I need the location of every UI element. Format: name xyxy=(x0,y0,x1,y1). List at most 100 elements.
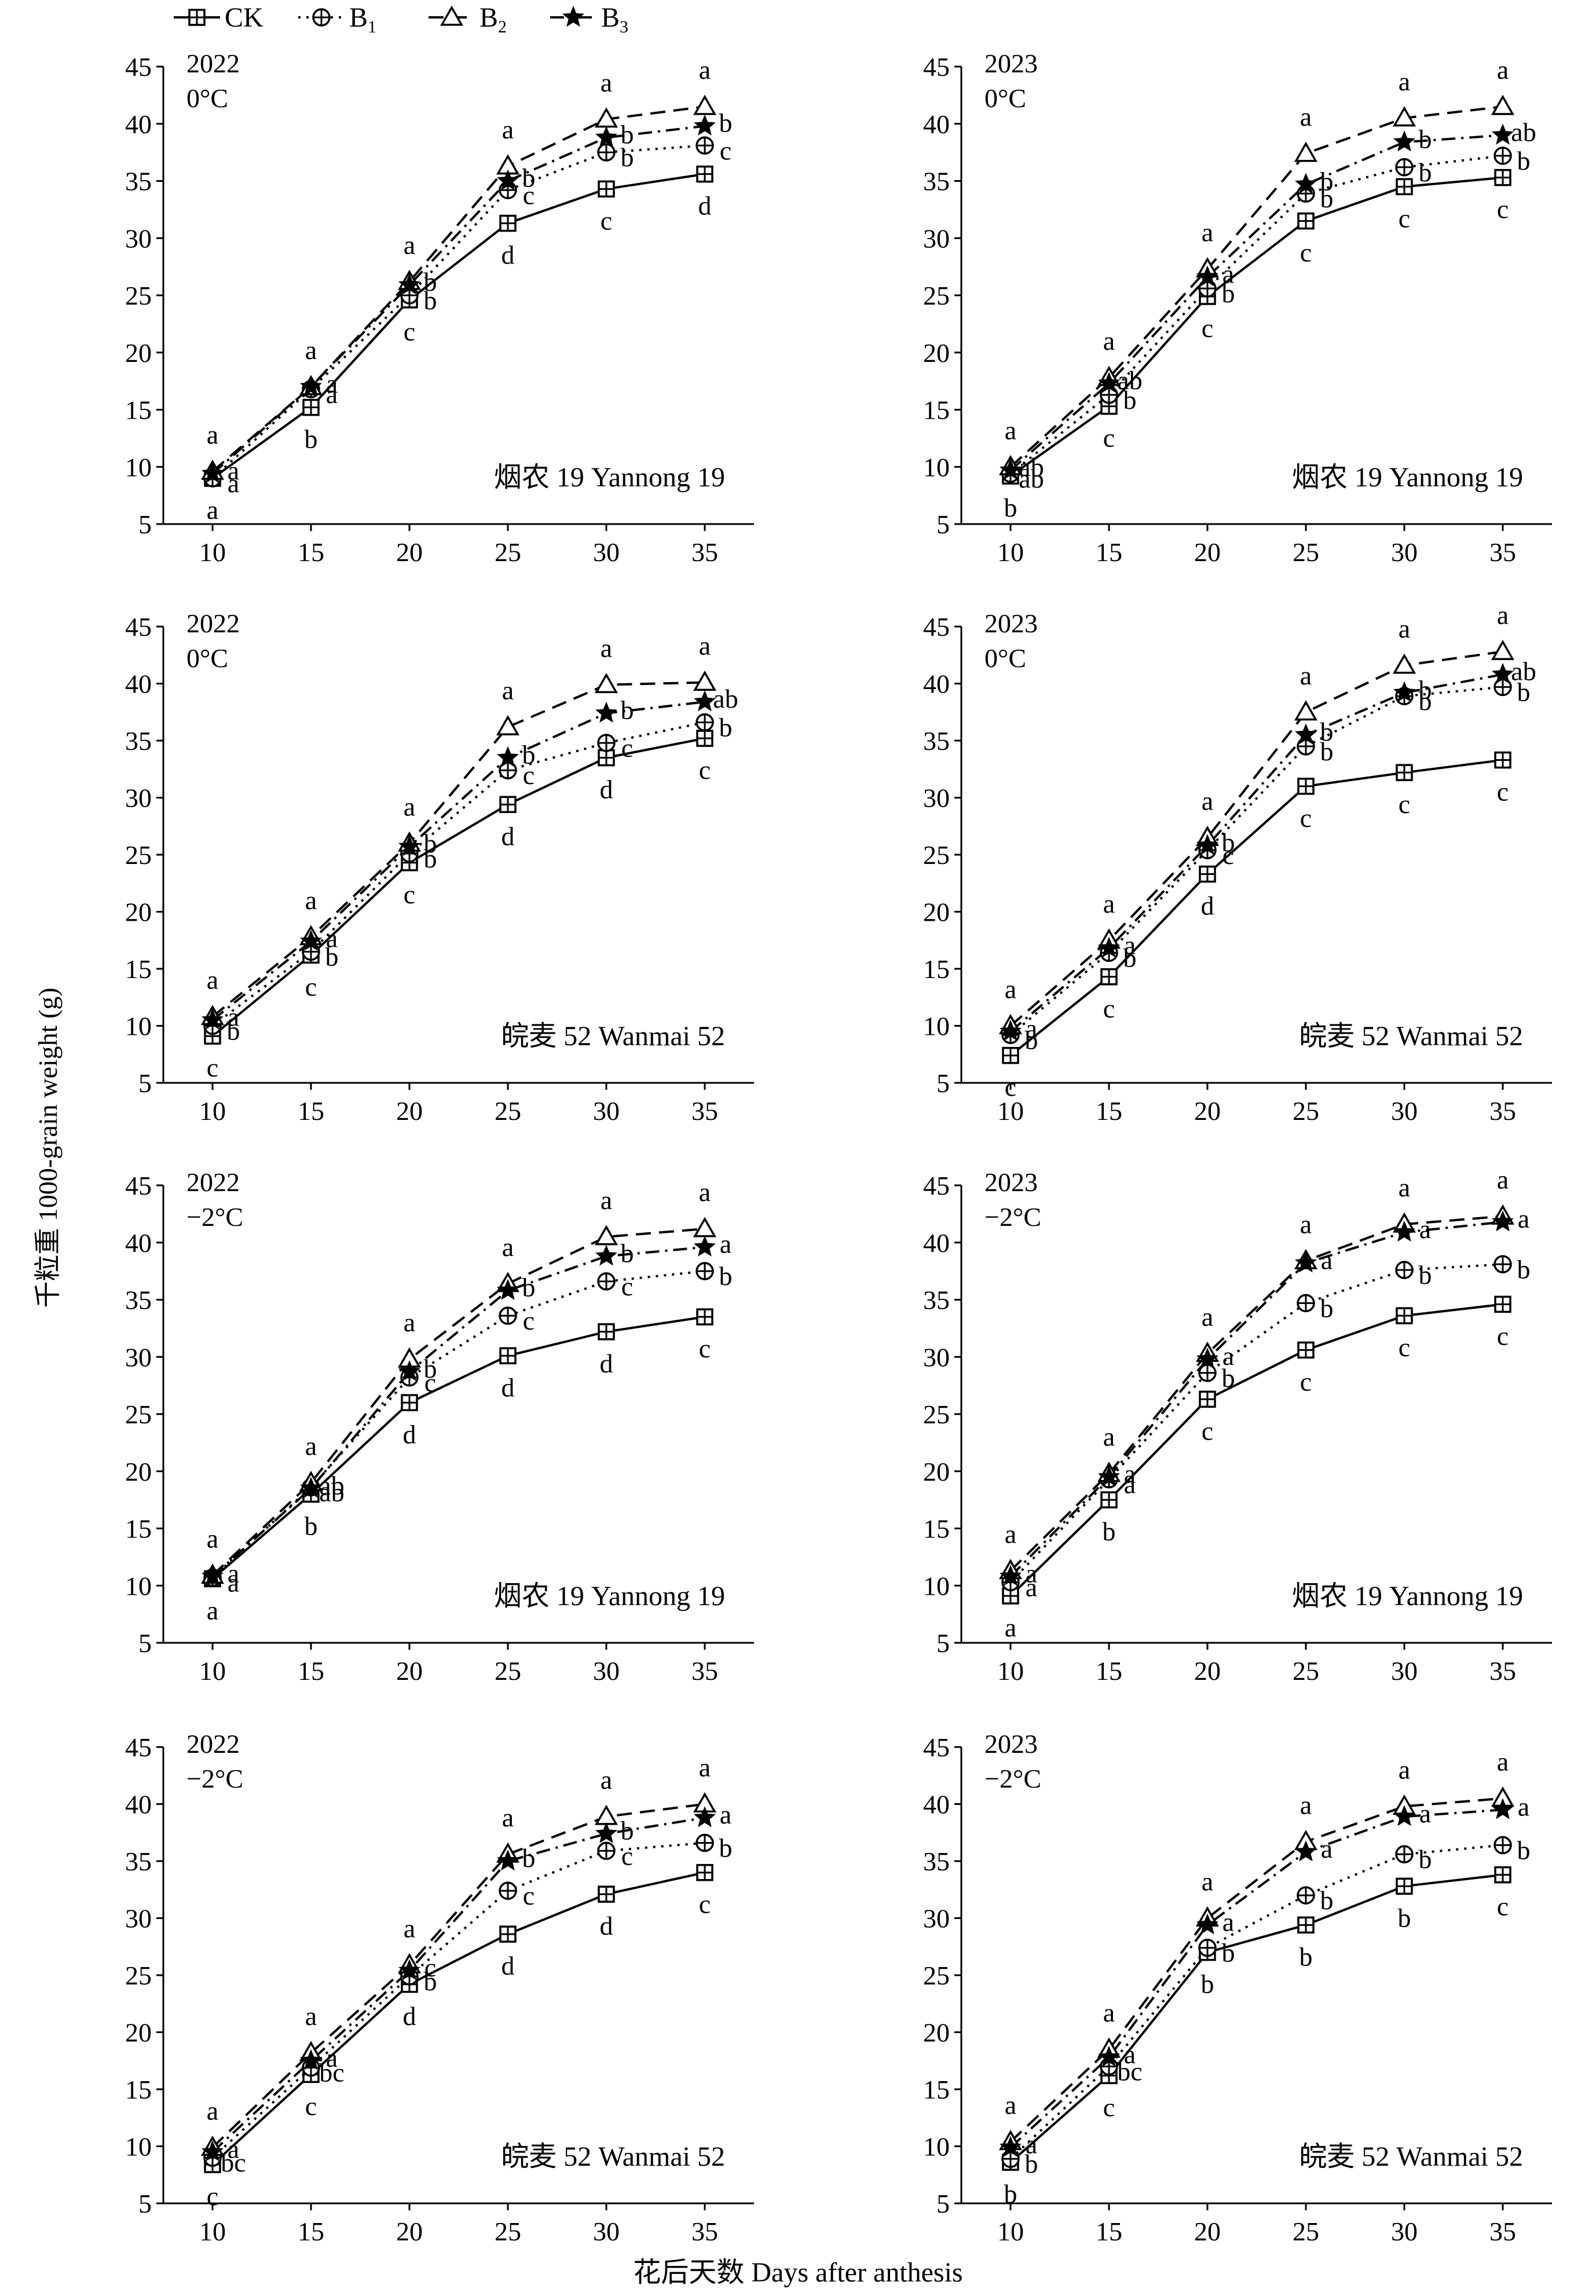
point-ck xyxy=(499,1347,517,1365)
x-tick-label: 25 xyxy=(1293,537,1319,567)
significance-letter: a xyxy=(404,792,415,821)
significance-letter: b xyxy=(1320,737,1334,766)
significance-letter: b xyxy=(1517,1835,1531,1865)
point-b3 xyxy=(1098,372,1120,393)
series-line-ck xyxy=(1009,759,1503,1057)
significance-letter: d xyxy=(502,821,515,851)
legend-item-2: B2 xyxy=(429,2,507,36)
series-line-ck xyxy=(1009,176,1503,477)
point-b2 xyxy=(693,671,717,691)
panel-year: 2023 xyxy=(984,1167,1038,1197)
significance-letter: a xyxy=(601,1185,612,1215)
significance-letter: a xyxy=(207,1524,218,1553)
point-b3 xyxy=(497,169,519,191)
legend-item-1: B1 xyxy=(298,2,376,36)
y-tick-label: 5 xyxy=(138,1068,152,1098)
x-tick-label: 30 xyxy=(1391,2217,1418,2246)
series-line-b1 xyxy=(1009,155,1503,475)
y-tick-label: 25 xyxy=(125,1400,152,1429)
panel-temperature: −2°C xyxy=(186,1764,243,1793)
y-tick-label: 40 xyxy=(125,1790,152,1819)
significance-letter: a xyxy=(305,885,317,915)
significance-letter: b xyxy=(1320,166,1334,196)
significance-letter: bc xyxy=(221,2148,246,2177)
y-tick-label: 10 xyxy=(125,1571,152,1601)
series-line-b3 xyxy=(1009,1808,1503,2148)
x-tick-label: 10 xyxy=(199,2217,226,2246)
point-b1 xyxy=(695,1833,714,1852)
point-ck xyxy=(499,1925,517,1943)
series-line-b3 xyxy=(211,124,705,475)
significance-letter: b xyxy=(305,424,318,454)
point-b3 xyxy=(398,835,420,856)
legend-triangle-marker xyxy=(440,5,464,26)
y-tick-label: 35 xyxy=(125,1847,152,1876)
point-b1 xyxy=(1395,158,1414,177)
significance-letter: c xyxy=(1202,1416,1213,1445)
significance-letter: b xyxy=(1320,1293,1334,1323)
significance-letter: b xyxy=(719,712,733,742)
x-tick-label: 20 xyxy=(1194,1096,1221,1126)
significance-letter: a xyxy=(1497,1165,1509,1194)
x-tick-label: 20 xyxy=(1194,2217,1221,2246)
x-tick-label: 25 xyxy=(495,1656,521,1686)
point-b3 xyxy=(1295,1251,1317,1273)
significance-letter: d xyxy=(502,1372,515,1402)
series-line-b1 xyxy=(1009,1263,1503,1583)
significance-letter: b xyxy=(621,1816,634,1845)
significance-letter: b xyxy=(522,1273,536,1302)
significance-letter: b xyxy=(424,829,437,858)
legend: CK B1 B2 B3 xyxy=(174,2,628,36)
significance-letter: a xyxy=(1419,1799,1431,1828)
point-ck xyxy=(696,730,713,747)
significance-letter: a xyxy=(1124,1459,1136,1489)
y-tick-label: 35 xyxy=(923,167,950,196)
x-tick-label: 15 xyxy=(1096,1656,1122,1686)
significance-letter: b xyxy=(1419,1260,1432,1290)
x-tick-label: 10 xyxy=(199,537,226,567)
significance-letter: ab xyxy=(1511,118,1536,147)
y-tick-label: 45 xyxy=(923,1171,950,1200)
series-line-b2 xyxy=(1009,1797,1503,2143)
panel-year: 2022 xyxy=(186,1729,240,1759)
point-ck xyxy=(499,214,517,232)
significance-letter: a xyxy=(228,2134,239,2163)
panel-cultivar: 皖麦 52 Wanmai 52 xyxy=(1299,1021,1523,1052)
significance-letter: a xyxy=(1300,1209,1312,1239)
point-b1 xyxy=(1395,1261,1414,1279)
x-tick-label: 20 xyxy=(396,1096,423,1126)
significance-letter: b xyxy=(424,844,437,873)
x-tick-label: 30 xyxy=(1391,1096,1418,1126)
point-b2 xyxy=(693,1217,717,1237)
significance-letter: a xyxy=(502,115,514,144)
significance-letter: c xyxy=(1300,803,1312,833)
series-line-b2 xyxy=(1009,650,1503,1027)
significance-letter: c xyxy=(1497,195,1509,224)
significance-letter: a xyxy=(1103,1998,1115,2027)
y-tick-label: 30 xyxy=(923,224,950,253)
significance-letter: b xyxy=(1004,493,1017,522)
significance-letter: d xyxy=(502,1951,515,1980)
point-b3 xyxy=(1196,834,1218,855)
point-b3 xyxy=(1098,936,1120,958)
legend-star-marker xyxy=(562,6,584,27)
point-b2 xyxy=(594,1804,618,1825)
significance-letter: a xyxy=(1103,326,1115,356)
legend-circle-marker xyxy=(312,8,331,27)
significance-letter: b xyxy=(621,119,634,149)
panel-temperature: 0°C xyxy=(984,83,1026,113)
significance-letter: a xyxy=(502,1232,514,1262)
x-tick-label: 25 xyxy=(495,2217,521,2246)
significance-letter: a xyxy=(1103,889,1115,918)
x-tick-label: 25 xyxy=(495,537,521,567)
significance-letter: b xyxy=(1419,1844,1432,1874)
point-b3 xyxy=(300,375,322,397)
x-tick-label: 30 xyxy=(1391,537,1418,567)
point-ck xyxy=(1297,778,1315,795)
significance-letter: b xyxy=(1222,279,1235,308)
significance-letter: b xyxy=(1320,717,1334,746)
point-b3 xyxy=(1196,1913,1218,1935)
significance-letter: a xyxy=(699,55,711,85)
significance-letter: a xyxy=(601,633,612,662)
